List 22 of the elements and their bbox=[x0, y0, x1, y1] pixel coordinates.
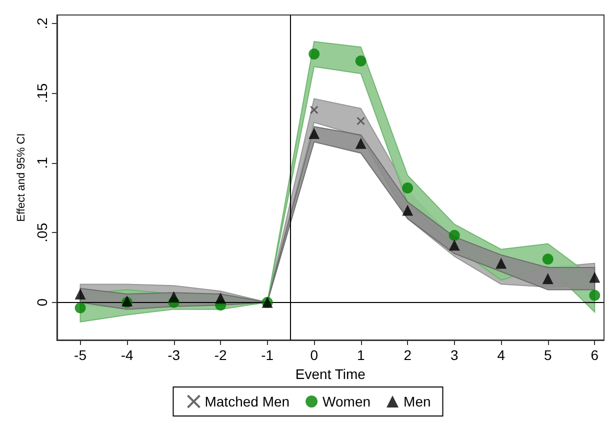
x-tick-label: 0 bbox=[310, 347, 318, 363]
x-tick-label: -1 bbox=[261, 347, 274, 363]
x-tick-label: -2 bbox=[214, 347, 227, 363]
y-tick-label: 0 bbox=[34, 298, 50, 306]
y-tick-label: .2 bbox=[34, 17, 50, 30]
y-tick-label: .05 bbox=[34, 222, 50, 242]
x-tick-label: 3 bbox=[450, 347, 458, 363]
x-tick-label: 1 bbox=[356, 347, 365, 363]
legend-label: Women bbox=[322, 394, 371, 410]
y-tick-label: .15 bbox=[34, 83, 50, 103]
legend-label: Matched Men bbox=[204, 394, 290, 410]
x-tick-label: -5 bbox=[74, 347, 87, 363]
x-tick-label: 4 bbox=[497, 347, 506, 363]
x-tick-label: 5 bbox=[544, 347, 552, 363]
x-axis-title: Event Time bbox=[295, 366, 366, 382]
x-tick-label: 6 bbox=[590, 347, 599, 363]
legend-label: Men bbox=[404, 394, 431, 410]
y-axis-title: Effect and 95% CI bbox=[16, 133, 28, 222]
x-tick-label: -4 bbox=[120, 347, 134, 363]
x-tick-label: -3 bbox=[168, 347, 180, 363]
y-tick-label: .1 bbox=[34, 156, 50, 169]
x-tick-label: 2 bbox=[404, 347, 412, 363]
